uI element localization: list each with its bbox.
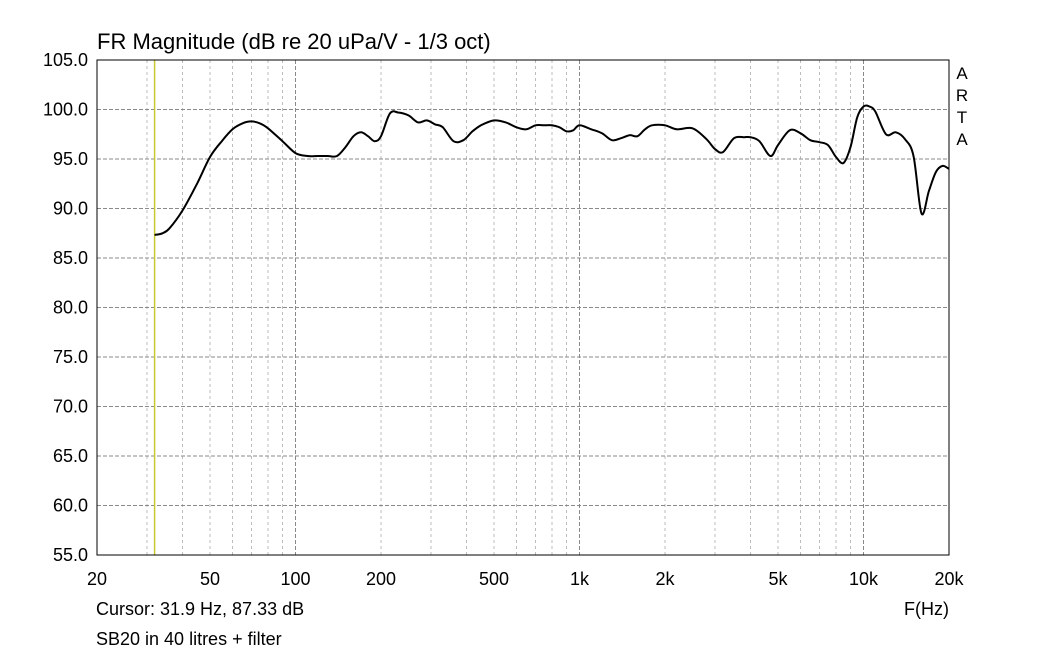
chart-title: FR Magnitude (dB re 20 uPa/V - 1/3 oct) (97, 29, 491, 54)
brand-letter: A (956, 130, 968, 149)
arta-brand: A R T A (956, 64, 968, 149)
x-axis-label: F(Hz) (904, 599, 949, 619)
cursor-readout: Cursor: 31.9 Hz, 87.33 dB (96, 599, 304, 619)
y-tick-label: 90.0 (53, 199, 88, 219)
y-tick-label: 60.0 (53, 496, 88, 516)
major-grid (97, 60, 949, 555)
x-tick-label: 20k (934, 569, 964, 589)
y-tick-label: 100.0 (43, 100, 88, 120)
y-tick-label: 55.0 (53, 545, 88, 565)
y-tick-label: 95.0 (53, 149, 88, 169)
x-tick-label: 100 (280, 569, 310, 589)
y-tick-label: 75.0 (53, 347, 88, 367)
x-tick-label: 500 (479, 569, 509, 589)
x-tick-label: 10k (849, 569, 879, 589)
x-tick-label: 2k (655, 569, 675, 589)
x-tick-label: 20 (87, 569, 107, 589)
y-tick-label: 65.0 (53, 446, 88, 466)
fr-magnitude-curve (154, 104, 950, 236)
x-tick-label: 200 (366, 569, 396, 589)
y-tick-label: 80.0 (53, 298, 88, 318)
x-axis-ticks: 20 50 100 200 500 1k 2k 5k 10k 20k (87, 569, 965, 589)
brand-letter: R (956, 86, 968, 105)
y-tick-label: 105.0 (43, 50, 88, 70)
brand-letter: A (956, 64, 968, 83)
brand-letter: T (957, 108, 967, 127)
y-tick-label: 70.0 (53, 397, 88, 417)
y-tick-label: 85.0 (53, 248, 88, 268)
x-tick-label: 1k (570, 569, 590, 589)
x-tick-label: 5k (768, 569, 788, 589)
x-tick-label: 50 (200, 569, 220, 589)
y-axis-ticks: 55.0 60.0 65.0 70.0 75.0 80.0 85.0 90.0 95.0 100.… (43, 50, 88, 565)
measurement-caption: SB20 in 40 litres + filter (96, 629, 282, 649)
plot-frame (96, 59, 950, 556)
